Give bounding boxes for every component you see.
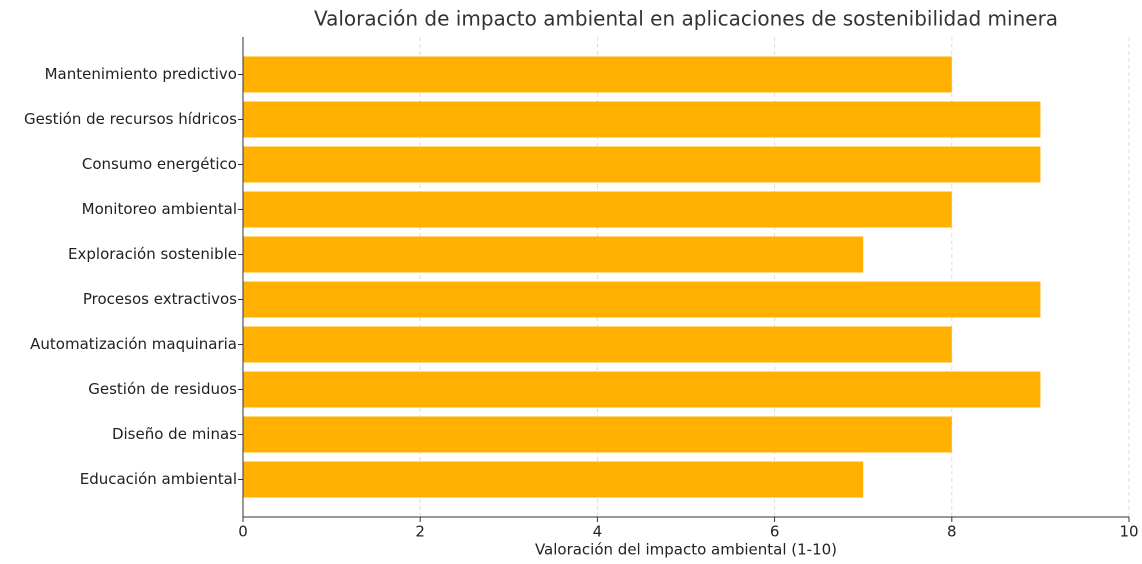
y-tick-label: Mantenimiento predictivo xyxy=(45,65,237,83)
bar xyxy=(243,191,952,228)
bar xyxy=(243,101,1041,138)
bar xyxy=(243,281,1041,318)
y-tick-label: Exploración sostenible xyxy=(68,245,237,263)
bar xyxy=(243,236,864,273)
y-tick-label: Gestión de recursos hídricos xyxy=(24,110,237,128)
chart-title: Valoración de impacto ambiental en aplic… xyxy=(314,7,1058,31)
x-tick-label: 8 xyxy=(947,523,957,541)
y-tick-label: Consumo energético xyxy=(82,155,237,173)
y-tick-label: Procesos extractivos xyxy=(83,290,237,308)
x-tick-label: 2 xyxy=(415,523,425,541)
y-tick-label: Monitoreo ambiental xyxy=(82,200,237,218)
x-tick-label: 0 xyxy=(238,523,248,541)
bar xyxy=(243,326,952,363)
bar xyxy=(243,146,1041,183)
x-axis-label: Valoración del impacto ambiental (1-10) xyxy=(535,541,837,559)
x-tick-label: 6 xyxy=(770,523,780,541)
bar xyxy=(243,461,864,498)
y-tick-label: Educación ambiental xyxy=(80,470,237,488)
bar xyxy=(243,371,1041,408)
y-tick-label: Automatización maquinaria xyxy=(30,335,237,353)
bar xyxy=(243,56,952,93)
y-tick-label: Gestión de residuos xyxy=(88,380,237,398)
x-tick-label: 4 xyxy=(593,523,603,541)
x-tick-label: 10 xyxy=(1119,523,1138,541)
y-tick-label: Diseño de minas xyxy=(112,425,237,443)
bar xyxy=(243,416,952,453)
